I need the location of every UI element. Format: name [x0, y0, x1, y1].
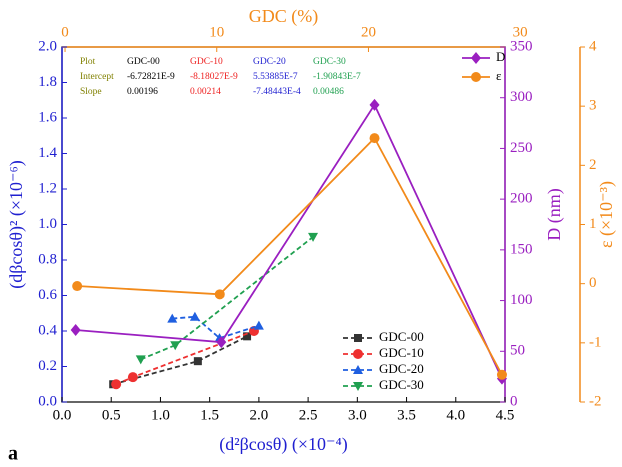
table-header: GDC-30: [313, 57, 346, 67]
legend-marker: [471, 52, 481, 64]
series-line: [75, 102, 503, 380]
table-cell: 5.53885E-7: [253, 72, 298, 82]
marker: [70, 323, 81, 336]
series-line: [172, 315, 260, 340]
y2-tick-label: 350: [510, 38, 533, 54]
y3-axis-title: ε (×10⁻³): [596, 181, 617, 248]
y-tick-label: 1.2: [38, 180, 57, 196]
y2-tick-label: 200: [510, 191, 533, 207]
y3-tick-label: 4: [589, 38, 597, 54]
legend-marker: [353, 365, 363, 374]
table-header: GDC-00: [127, 57, 160, 67]
y3-tick-label: -1: [589, 334, 602, 350]
panel-label: a: [8, 443, 18, 465]
table-header: GDC-10: [190, 57, 223, 67]
marker: [167, 313, 178, 323]
table-cell: 0.00214: [190, 87, 221, 97]
table-cell: 0.00196: [127, 87, 158, 97]
x-tick-label: 2.0: [250, 407, 269, 423]
y2-tick-label: 150: [510, 241, 533, 257]
x-axis-title: (d²βcosθ) (×10⁻⁴): [219, 434, 348, 455]
x2-tick-label: 10: [209, 24, 224, 40]
table-header: GDC-20: [253, 57, 286, 67]
y-tick-label: 0.2: [38, 358, 57, 374]
table-cell: 0.00486: [313, 87, 344, 97]
x-tick-label: 2.5: [299, 407, 318, 423]
marker: [170, 341, 181, 351]
series-line: [112, 335, 248, 386]
y-tick-label: 2.0: [38, 38, 57, 54]
x2-axis-title: GDC (%): [249, 6, 319, 27]
x-tick-label: 1.0: [151, 407, 170, 423]
legend-label: ε: [496, 68, 502, 83]
y-axis-title: (dβcosθ)² (×10⁻⁶): [6, 160, 27, 289]
legend-marker: [353, 349, 363, 359]
x2-tick-label: 30: [513, 24, 528, 40]
y2-tick-label: 250: [510, 140, 533, 156]
series-line: [77, 136, 503, 376]
x-tick-label: 3.0: [348, 407, 367, 423]
marker: [135, 355, 146, 365]
y3-tick-label: 1: [589, 216, 597, 232]
marker: [253, 320, 264, 330]
x2-tick-label: 20: [361, 24, 376, 40]
y-tick-label: 0.6: [38, 287, 57, 303]
y-tick-label: 1.6: [38, 109, 57, 125]
legend-marker: [471, 72, 481, 82]
y3-tick-label: 2: [589, 157, 597, 173]
marker: [193, 357, 202, 366]
series-line: [140, 236, 314, 361]
table-cell: Intercept: [80, 72, 114, 82]
x-tick-label: 1.5: [200, 407, 219, 423]
y2-axis-title: D (nm): [544, 188, 565, 241]
marker: [111, 379, 122, 390]
table-cell: Slope: [80, 87, 102, 97]
x-tick-label: 0.0: [53, 407, 72, 423]
marker: [243, 332, 252, 341]
legend-marker: [354, 334, 362, 342]
y-tick-label: 1.0: [38, 216, 57, 232]
x-tick-label: 0.5: [102, 407, 121, 423]
y2-tick-label: 100: [510, 292, 533, 308]
marker: [214, 289, 225, 300]
legend-label: GDC-20: [379, 361, 424, 376]
x-tick-label: 4.0: [446, 407, 465, 423]
marker: [496, 369, 507, 380]
table-cell: -1.90843E-7: [313, 72, 361, 82]
x-tick-label: 3.5: [397, 407, 416, 423]
y-tick-label: 0.8: [38, 251, 57, 267]
x2-tick-label: 0: [61, 24, 69, 40]
table-cell: -8.18027E-9: [190, 72, 238, 82]
marker: [72, 281, 83, 292]
legend-label: GDC-30: [379, 377, 424, 392]
y3-tick-label: 0: [589, 275, 597, 291]
y2-tick-label: 300: [510, 89, 533, 105]
table-cell: -7.48443E-4: [253, 87, 301, 97]
y2-tick-label: 0: [510, 393, 518, 409]
y-tick-label: 0.0: [38, 393, 57, 409]
table-cell: -6.72821E-9: [127, 72, 175, 82]
marker: [216, 336, 227, 349]
y3-tick-label: -2: [589, 393, 602, 409]
table-header: Plot: [80, 57, 96, 67]
marker: [308, 232, 319, 242]
marker: [369, 98, 380, 111]
y2-tick-label: 50: [510, 343, 525, 359]
legend-label: D: [496, 49, 505, 64]
marker: [369, 133, 380, 144]
y-tick-label: 0.4: [38, 322, 57, 338]
marker: [189, 311, 200, 321]
marker: [127, 372, 138, 383]
legend-label: GDC-00: [379, 329, 424, 344]
y-tick-label: 1.8: [38, 74, 57, 90]
legend-marker: [353, 382, 363, 391]
plot-frame: [61, 46, 506, 403]
y3-tick-label: 3: [589, 98, 597, 114]
legend-label: GDC-10: [379, 345, 424, 360]
x-tick-label: 4.5: [496, 407, 515, 423]
y-tick-label: 1.4: [38, 145, 57, 161]
